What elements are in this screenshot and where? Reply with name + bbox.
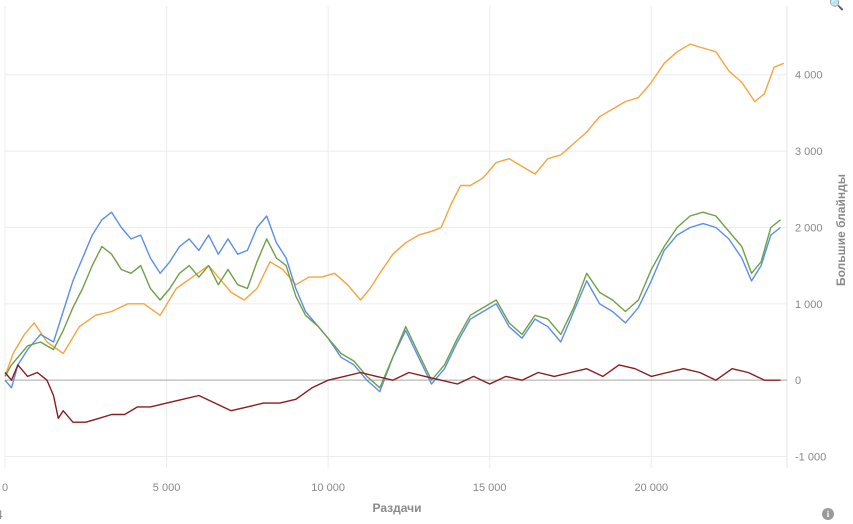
x-tick-label: 5 000 xyxy=(153,482,181,494)
x-tick-label: 10 000 xyxy=(311,482,345,494)
x-tick-label: 15 000 xyxy=(473,482,507,494)
search-icon[interactable]: 🔍 xyxy=(829,0,844,11)
y-tick-label: 4 000 xyxy=(795,70,823,82)
x-tick-label: 0 xyxy=(2,482,8,494)
series-line-4 xyxy=(4,364,781,423)
y-tick-label: 3 000 xyxy=(795,146,823,158)
y-axis-title: Большие блайнды xyxy=(834,174,848,286)
series-line-2 xyxy=(4,211,781,393)
x-axis-title: Раздачи xyxy=(373,501,422,515)
series-line-1 xyxy=(4,43,785,377)
y-tick-label: 0 xyxy=(795,375,801,387)
truncated-digit: 4 xyxy=(0,508,3,522)
series-line-3 xyxy=(4,211,781,389)
x-tick-labels: 0 5 000 10 000 15 000 20 000 xyxy=(2,482,668,494)
x-tick-label: 20 000 xyxy=(634,482,668,494)
y-tick-label: -1 000 xyxy=(795,452,826,464)
y-tick-labels: -1 000 0 1 000 2 000 3 000 4 000 xyxy=(795,70,826,464)
info-icon[interactable]: i xyxy=(822,508,834,520)
series-group xyxy=(4,43,785,423)
y-tick-label: 2 000 xyxy=(795,222,823,234)
y-tick-label: 1 000 xyxy=(795,299,823,311)
